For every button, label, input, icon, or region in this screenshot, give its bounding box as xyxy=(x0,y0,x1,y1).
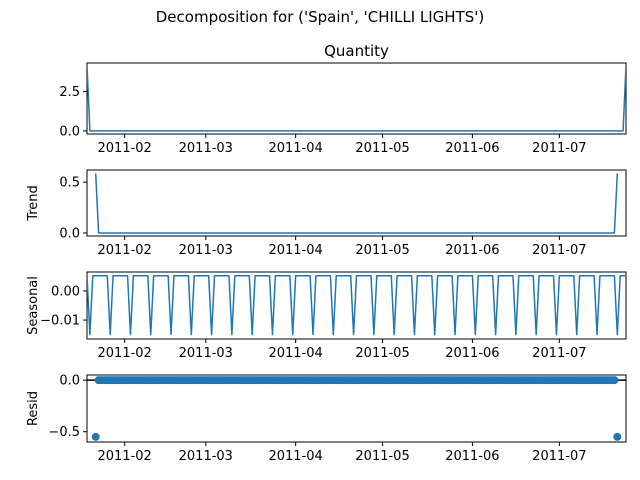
resid-ytick-label: 0.0 xyxy=(59,374,80,389)
seasonal-ytick-label: 0.00 xyxy=(51,284,80,299)
seasonal-xtick-label: 2011-07 xyxy=(532,346,586,361)
resid-panel: 2011-02 2011-03 2011-04 2011-05 2011-06 2011-… xyxy=(26,374,627,464)
observed-xtick-label: 2011-03 xyxy=(179,141,233,156)
observed-ytick-label: 2.5 xyxy=(59,85,80,100)
seasonal-ylabel: Seasonal xyxy=(26,276,41,335)
resid-xtick-label: 2011-02 xyxy=(98,449,152,464)
resid-xtick-label: 2011-07 xyxy=(532,449,586,464)
seasonal-frame xyxy=(86,271,627,340)
seasonal-data xyxy=(87,275,626,336)
observed-xtick-label: 2011-06 xyxy=(445,141,499,156)
resid-outlier-point xyxy=(91,432,100,441)
seasonal-xtick-label: 2011-06 xyxy=(445,346,499,361)
observed-title: Quantity xyxy=(324,42,389,60)
trend-panel: 2011-02 2011-03 2011-04 2011-05 2011-06 2011-… xyxy=(26,169,627,258)
trend-data xyxy=(94,173,619,234)
resid-xtick-label: 2011-04 xyxy=(268,449,322,464)
trend-xtick-label: 2011-07 xyxy=(532,243,586,258)
resid-frame xyxy=(86,374,627,443)
trend-xtick-label: 2011-03 xyxy=(179,243,233,258)
observed-xtick-label: 2011-07 xyxy=(532,141,586,156)
resid-xtick-label: 2011-06 xyxy=(445,449,499,464)
panels: 2011-02 2011-03 2011-04 2011-05 2011-06 2011-… xyxy=(26,42,627,464)
seasonal-panel: 2011-02 2011-03 2011-04 2011-05 2011-06 2011-… xyxy=(26,271,627,361)
resid-xtick-label: 2011-05 xyxy=(355,449,409,464)
trend-xtick-label: 2011-04 xyxy=(268,243,322,258)
seasonal-ytick-label: −0.01 xyxy=(40,314,80,329)
trend-xtick-label: 2011-05 xyxy=(355,243,409,258)
trend-ytick-label: 0.0 xyxy=(59,226,80,241)
seasonal-xtick-label: 2011-05 xyxy=(355,346,409,361)
observed-xtick-label: 2011-05 xyxy=(355,141,409,156)
seasonal-xtick-label: 2011-04 xyxy=(268,346,322,361)
resid-outlier-point xyxy=(613,432,622,441)
seasonal-xtick-label: 2011-03 xyxy=(179,346,233,361)
resid-ytick-label: −0.5 xyxy=(48,425,80,440)
resid-point xyxy=(610,376,619,385)
observed-frame xyxy=(86,62,627,135)
trend-xtick-label: 2011-06 xyxy=(445,243,499,258)
seasonal-xtick-label: 2011-02 xyxy=(98,346,152,361)
resid-data xyxy=(87,376,626,441)
observed-xtick-label: 2011-04 xyxy=(268,141,322,156)
seasonal-series-line xyxy=(87,275,626,336)
observed-data xyxy=(87,66,626,132)
trend-series-line xyxy=(94,173,619,234)
trend-xtick-label: 2011-02 xyxy=(98,243,152,258)
observed-xtick-label: 2011-02 xyxy=(98,141,152,156)
trend-frame xyxy=(86,169,627,237)
resid-ylabel: Resid xyxy=(26,391,41,426)
figure-suptitle: Decomposition for ('Spain', 'CHILLI LIGH… xyxy=(156,8,484,26)
observed-panel: 2011-02 2011-03 2011-04 2011-05 2011-06 2011-… xyxy=(59,42,627,156)
observed-ytick-label: 0.0 xyxy=(59,124,80,139)
trend-ylabel: Trend xyxy=(26,185,41,222)
resid-xtick-label: 2011-03 xyxy=(179,449,233,464)
trend-ytick-label: 0.5 xyxy=(59,176,80,191)
observed-series-line xyxy=(87,66,626,132)
